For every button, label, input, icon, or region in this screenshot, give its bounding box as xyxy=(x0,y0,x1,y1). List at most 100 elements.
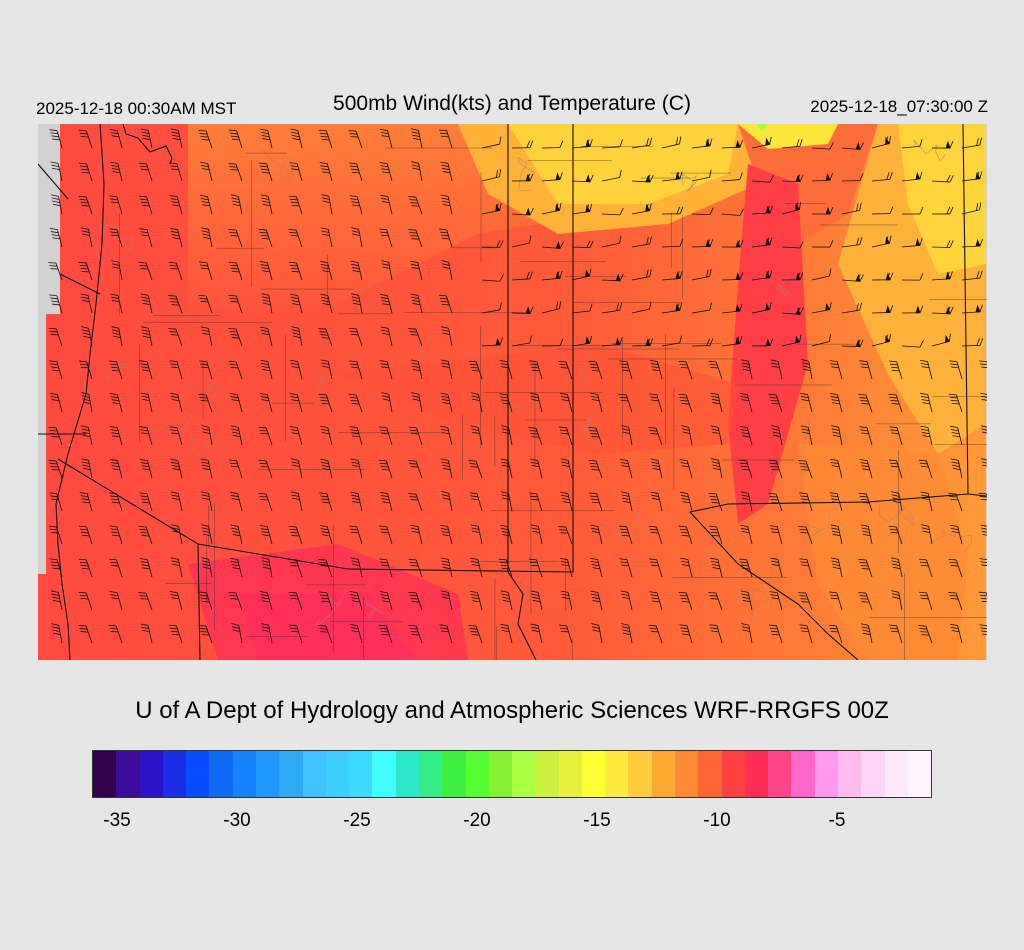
wind-barb xyxy=(918,625,933,644)
wind-barb xyxy=(631,301,652,314)
wind-barb xyxy=(109,195,123,215)
wind-barb xyxy=(798,526,813,545)
wind-barb xyxy=(410,524,423,545)
wind-barb xyxy=(198,393,213,413)
wind-barb xyxy=(571,174,594,183)
wind-barb xyxy=(499,393,513,413)
colorbar-swatch xyxy=(512,751,536,797)
wind-barb xyxy=(201,557,213,578)
wind-barb xyxy=(860,524,873,545)
wind-barb xyxy=(770,359,783,380)
wind-barb xyxy=(631,338,654,347)
wind-barb xyxy=(511,335,532,347)
wind-barb xyxy=(440,425,453,446)
wind-barb xyxy=(110,293,123,314)
wind-barb xyxy=(170,392,183,413)
wind-barb xyxy=(588,360,603,380)
wind-barb xyxy=(511,306,534,314)
wind-barb xyxy=(109,591,123,611)
wind-barb xyxy=(381,392,393,413)
colorbar-swatch xyxy=(884,751,908,797)
wind-barb xyxy=(541,172,563,182)
wind-barb xyxy=(721,208,744,216)
wind-barb xyxy=(631,269,652,281)
wind-barb xyxy=(529,360,543,380)
wind-barb xyxy=(289,162,303,182)
wind-barb xyxy=(138,526,153,545)
wind-barb xyxy=(918,558,933,578)
wind-barb xyxy=(901,237,923,248)
wind-barb xyxy=(440,392,453,413)
wind-barb xyxy=(841,339,864,348)
wind-barb xyxy=(948,592,963,611)
wind-barb xyxy=(661,136,682,149)
wind-barb xyxy=(48,459,63,479)
wind-barb xyxy=(980,524,987,537)
wind-barb xyxy=(481,302,502,314)
wind-barb xyxy=(901,273,924,281)
wind-barb xyxy=(411,161,423,182)
wind-barb xyxy=(980,392,987,402)
wind-barb xyxy=(378,624,393,644)
wind-barb xyxy=(961,338,984,347)
wind-barb xyxy=(260,359,273,380)
wind-barb xyxy=(138,162,153,182)
wind-barb xyxy=(891,491,903,512)
wind-barb xyxy=(230,491,243,512)
wind-barb xyxy=(200,491,213,512)
wind-barb xyxy=(481,337,503,347)
colorbar-swatch xyxy=(139,751,163,797)
colorbar-swatch xyxy=(651,751,676,797)
colorbar-swatch xyxy=(535,751,559,797)
wind-barb xyxy=(691,239,714,248)
contour-line xyxy=(417,308,456,358)
wind-barb xyxy=(708,492,723,512)
wind-barb xyxy=(349,591,363,611)
wind-barb xyxy=(841,237,863,248)
wind-barb xyxy=(978,591,987,611)
wind-barb xyxy=(138,195,153,215)
wind-barb xyxy=(901,340,924,348)
wind-barb xyxy=(801,359,813,380)
wind-barb xyxy=(571,139,593,149)
wind-barb xyxy=(228,592,243,611)
colorbar-swatch xyxy=(418,751,443,797)
wind-barb xyxy=(891,590,903,611)
wind-barb xyxy=(931,140,954,149)
wind-barb xyxy=(439,624,453,644)
wind-barb xyxy=(871,272,894,281)
wind-barb xyxy=(961,238,983,248)
wind-barb xyxy=(678,591,693,611)
wind-barb xyxy=(680,491,693,512)
wind-barb xyxy=(78,591,93,611)
wind-barb xyxy=(408,624,423,644)
wind-barb xyxy=(380,194,393,215)
wind-barb xyxy=(228,294,243,314)
wind-barb xyxy=(199,591,213,611)
wind-barb xyxy=(781,307,804,315)
wind-barb xyxy=(230,524,243,545)
wind-barb xyxy=(261,557,273,578)
wind-barb xyxy=(78,558,93,578)
wind-barb xyxy=(511,235,532,248)
wind-barb xyxy=(541,301,562,314)
wind-barb xyxy=(859,426,873,446)
wind-barb xyxy=(201,227,213,248)
wind-barb xyxy=(228,328,243,347)
wind-barb xyxy=(691,338,714,347)
wind-barb xyxy=(48,426,63,446)
wind-barb xyxy=(290,491,303,512)
wind-barb xyxy=(138,262,153,281)
wind-barb xyxy=(799,624,813,644)
temperature-field xyxy=(38,124,986,660)
wind-barb xyxy=(571,203,593,215)
wind-barb xyxy=(139,492,153,512)
wind-barb xyxy=(781,334,802,347)
wind-barb xyxy=(901,305,924,314)
wind-barb xyxy=(661,302,683,314)
wind-barb xyxy=(691,169,712,182)
wind-barb xyxy=(871,135,891,149)
wind-barb xyxy=(500,623,513,644)
wind-barb xyxy=(259,525,273,545)
wind-barb xyxy=(440,458,453,479)
